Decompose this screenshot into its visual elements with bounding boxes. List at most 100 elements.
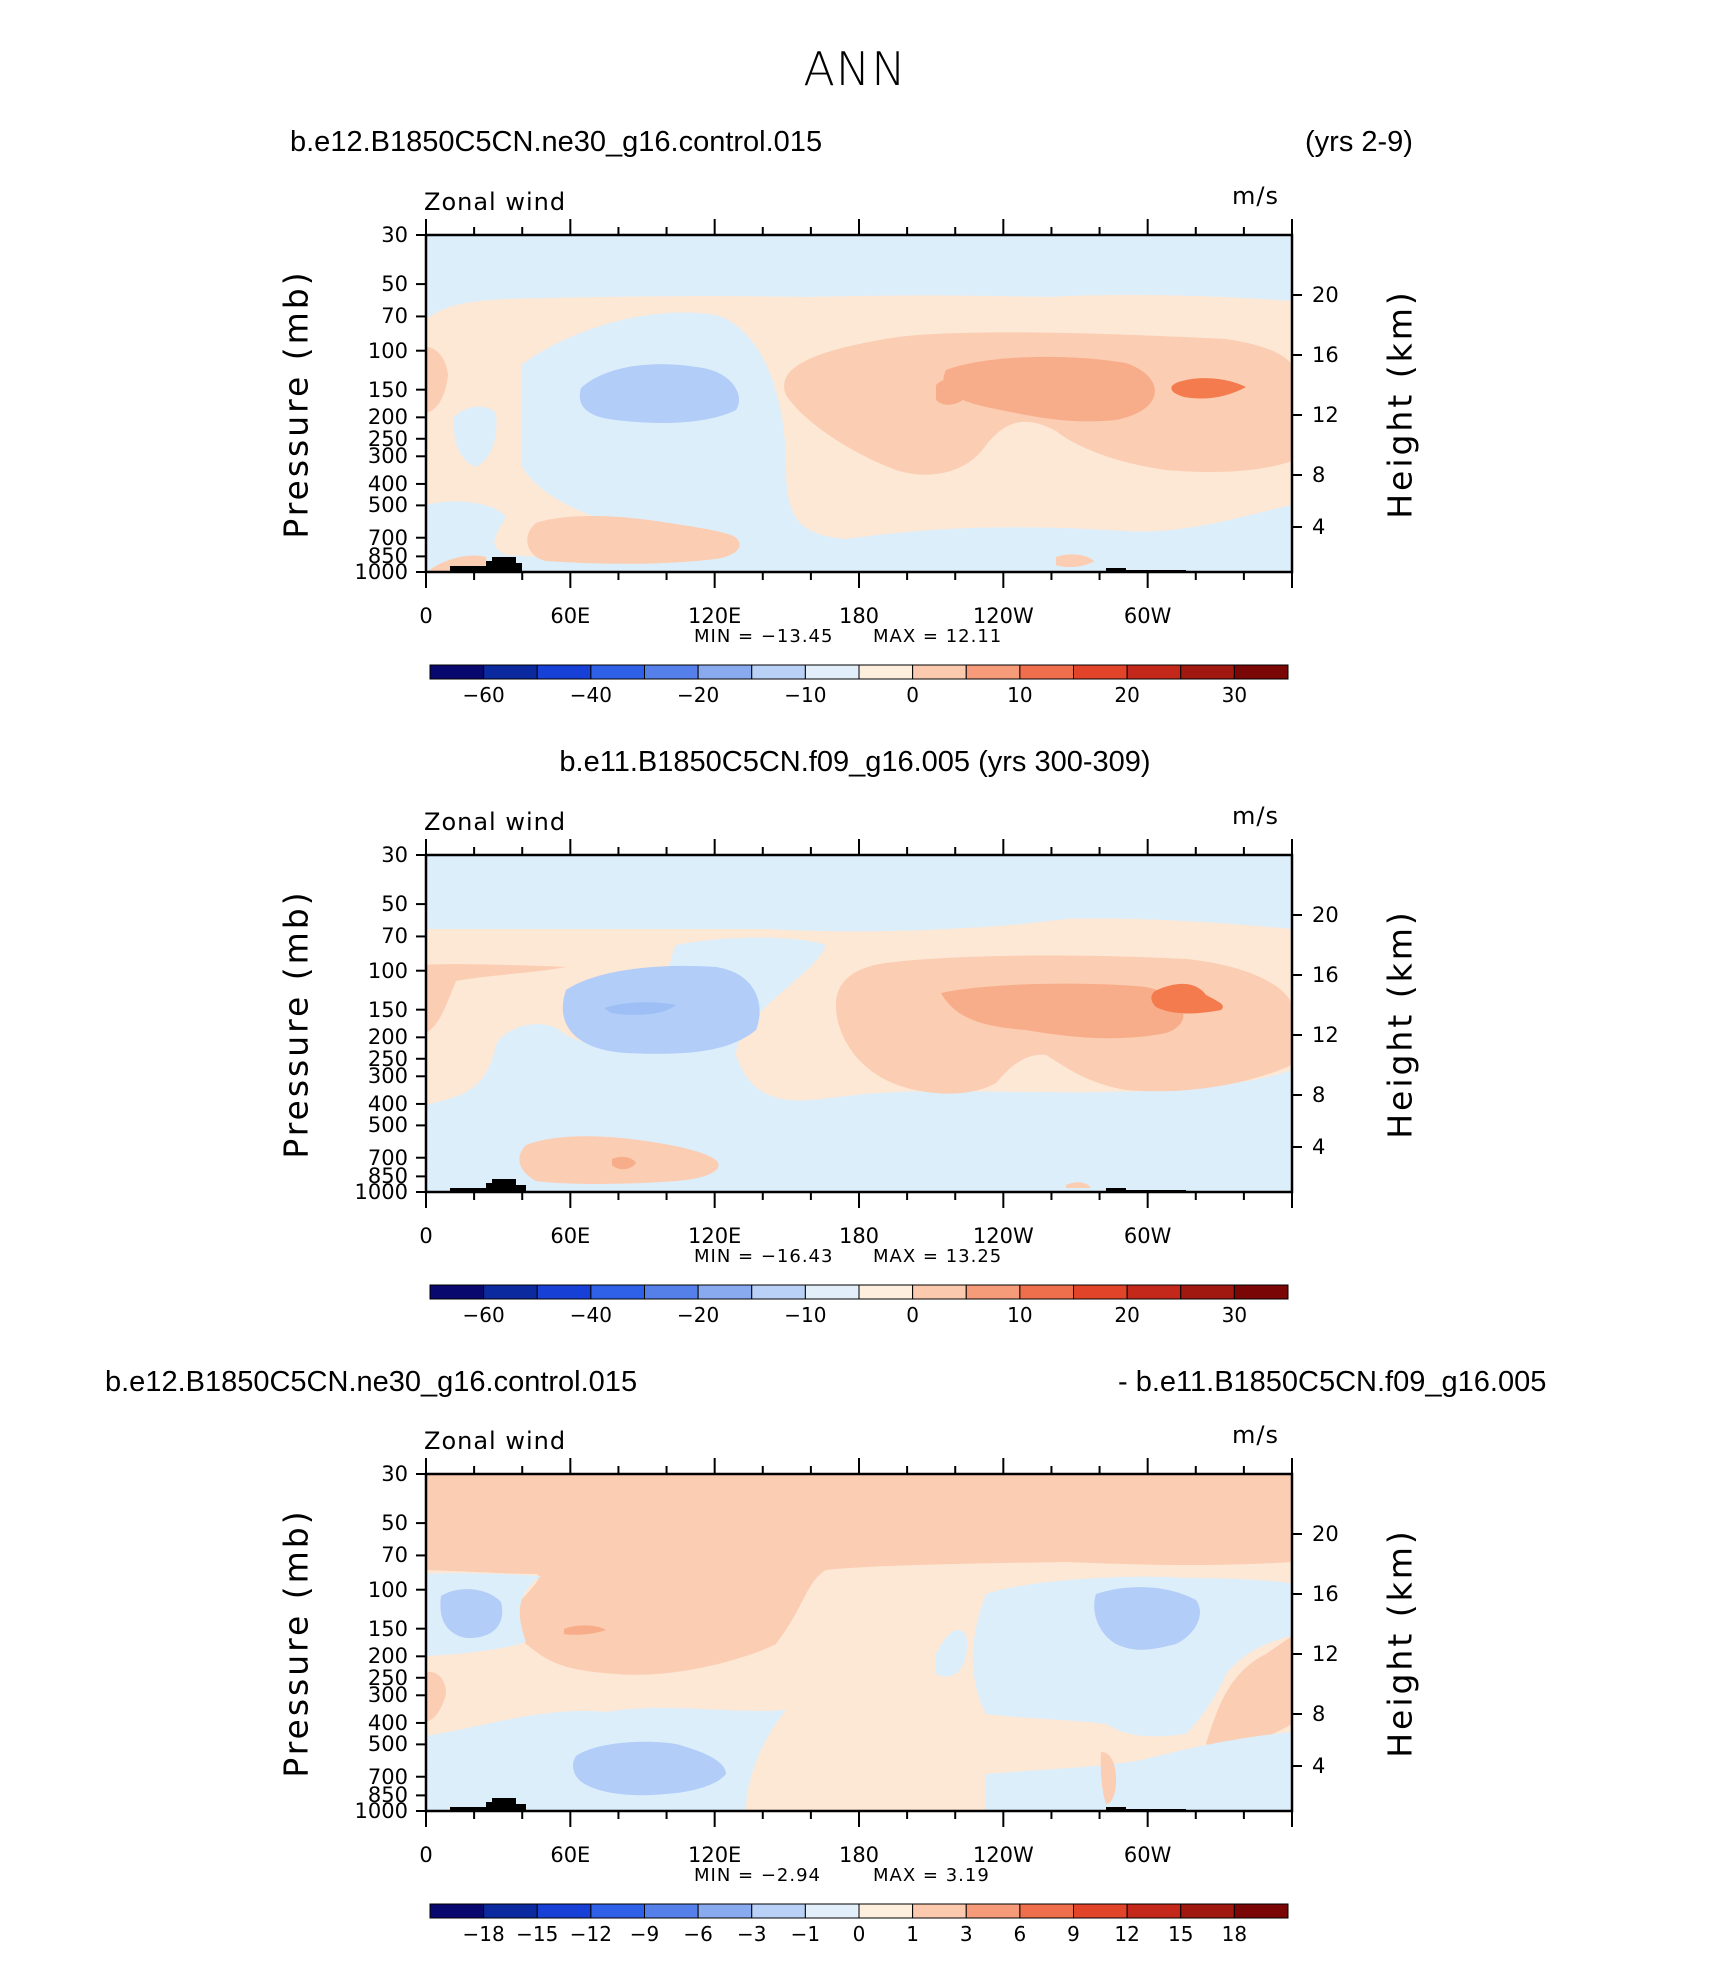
colorbar-swatch	[590, 1903, 645, 1919]
colorbar-label: 0	[852, 1922, 866, 1946]
pressure-tick-label: 700	[367, 525, 408, 550]
y-axis-label-height: Height (km)	[1380, 908, 1420, 1139]
colorbar-swatch	[965, 1284, 1021, 1300]
pressure-tick-label: 250	[367, 1665, 408, 1690]
pressure-tick-label: 30	[381, 1462, 408, 1486]
colorbar-swatch	[1126, 664, 1182, 680]
panel1-units-label: m/s	[1232, 182, 1279, 210]
colorbar-swatch	[858, 664, 914, 680]
lon-tick-label: 180	[838, 604, 880, 628]
lon-tick-label: 120E	[687, 1224, 742, 1248]
colorbar-label: −10	[784, 683, 827, 707]
colorbar-label: 3	[959, 1922, 973, 1946]
pressure-tick-label: 150	[367, 377, 408, 402]
panel1-case-label: b.e12.B1850C5CN.ne30_g16.control.015	[290, 126, 823, 158]
pressure-tick-label: 850	[367, 544, 408, 569]
colorbar-label: 30	[1221, 1303, 1248, 1327]
colorbar-label: 20	[1114, 683, 1140, 707]
pressure-tick-label: 400	[367, 1091, 408, 1116]
pressure-tick-label: 100	[367, 338, 408, 363]
height-tick-label: 12	[1312, 1642, 1339, 1666]
pressure-tick-label: 700	[367, 1764, 408, 1789]
height-tick-label: 8	[1312, 1702, 1326, 1726]
colorbar-label: 15	[1168, 1922, 1194, 1946]
colorbar-label: 9	[1067, 1922, 1080, 1946]
pressure-tick-label: 500	[367, 493, 408, 518]
colorbar-label: 20	[1114, 1303, 1140, 1327]
panel3-contours	[426, 1474, 1292, 1811]
panel3-variable-label: Zonal wind	[424, 1427, 567, 1455]
panel2-variable-label: Zonal wind	[424, 808, 567, 836]
pressure-tick-label: 50	[381, 1511, 408, 1536]
colorbar-swatch	[1073, 1284, 1128, 1300]
colorbar-label: 0	[906, 1303, 919, 1327]
pressure-tick-label: 1000	[354, 560, 408, 584]
pressure-tick-label: 1000	[354, 1799, 408, 1823]
colorbar-swatch	[751, 664, 806, 680]
pressure-tick-label: 300	[367, 1683, 408, 1708]
colorbar-swatch	[1019, 664, 1074, 680]
colorbar-swatch	[1073, 1903, 1128, 1919]
colorbar-swatch	[483, 664, 538, 680]
height-tick-label: 16	[1312, 963, 1339, 987]
pressure-tick-label: 30	[381, 843, 408, 867]
pressure-tick-label: 700	[367, 1145, 408, 1170]
lon-tick-label: 60E	[550, 604, 591, 628]
axes-frames	[416, 219, 1302, 1827]
panel2-max: MAX = 13.25	[873, 1246, 1003, 1267]
pressure-tick-label: 250	[367, 1046, 408, 1071]
colorbar-label: −20	[677, 683, 720, 707]
colorbar-swatch	[483, 1903, 538, 1919]
colorbar-swatch	[697, 1903, 753, 1919]
colorbar-swatch	[804, 1284, 860, 1300]
panel3-diff-label: - b.e11.B1850C5CN.f09_g16.005	[1118, 1366, 1547, 1398]
panel3-case-label: b.e12.B1850C5CN.ne30_g16.control.015	[105, 1366, 638, 1398]
lon-tick-label: 60E	[550, 1843, 591, 1867]
pressure-tick-label: 400	[367, 1710, 408, 1735]
height-tick-label: 4	[1312, 1754, 1326, 1778]
colorbar-label: 6	[1013, 1922, 1027, 1946]
pressure-tick-label: 400	[367, 471, 408, 496]
colorbar-swatch	[429, 1284, 485, 1300]
lon-tick-label: 60E	[550, 1224, 591, 1248]
panel1-contours	[426, 235, 1292, 572]
colorbar-swatch	[858, 1284, 914, 1300]
colorbar-label: 30	[1221, 683, 1248, 707]
height-tick-label: 12	[1312, 403, 1339, 427]
pressure-tick-label: 100	[367, 1577, 408, 1602]
colorbar-label: −60	[462, 683, 505, 707]
y-axis-label-pressure: Pressure (mb)	[276, 268, 316, 539]
pressure-tick-label: 300	[367, 444, 408, 469]
panel2-contours	[426, 855, 1292, 1192]
figure-title: ANN	[803, 42, 907, 96]
panel3-units-label: m/s	[1232, 1421, 1279, 1449]
colorbar-label: −9	[629, 1922, 660, 1946]
pressure-tick-label: 500	[367, 1732, 408, 1757]
lon-tick-label: 0	[419, 1843, 433, 1867]
colorbar-label: 0	[906, 683, 919, 707]
lon-tick-label: 0	[419, 1224, 433, 1248]
colorbar-label: 18	[1221, 1922, 1248, 1946]
pressure-tick-label: 200	[367, 405, 408, 430]
panel2-min: MIN = −16.43	[694, 1246, 834, 1267]
panel2-case-label: b.e11.B1850C5CN.f09_g16.005 (yrs 300-309…	[559, 746, 1151, 778]
y-axis-label-pressure: Pressure (mb)	[276, 1507, 316, 1778]
colorbar-label: −1	[790, 1922, 821, 1946]
lon-tick-label: 120W	[972, 1224, 1034, 1248]
pressure-tick-label: 70	[381, 304, 408, 329]
colorbar-label: −12	[569, 1922, 612, 1946]
colorbar-swatch	[804, 1903, 860, 1919]
colorbar-swatch	[1073, 664, 1128, 680]
pressure-tick-label: 300	[367, 1064, 408, 1089]
height-tick-label: 20	[1312, 283, 1339, 307]
height-tick-label: 20	[1312, 1522, 1339, 1546]
pressure-tick-label: 70	[381, 924, 408, 949]
pressure-tick-label: 200	[367, 1644, 408, 1669]
colorbar-swatch	[804, 664, 860, 680]
height-tick-label: 16	[1312, 343, 1339, 367]
colorbar-label: −60	[462, 1303, 505, 1327]
colorbar-swatch	[536, 1903, 592, 1919]
height-tick-label: 20	[1312, 903, 1339, 927]
colorbar-swatch	[965, 664, 1021, 680]
colorbar-swatch	[644, 1903, 699, 1919]
